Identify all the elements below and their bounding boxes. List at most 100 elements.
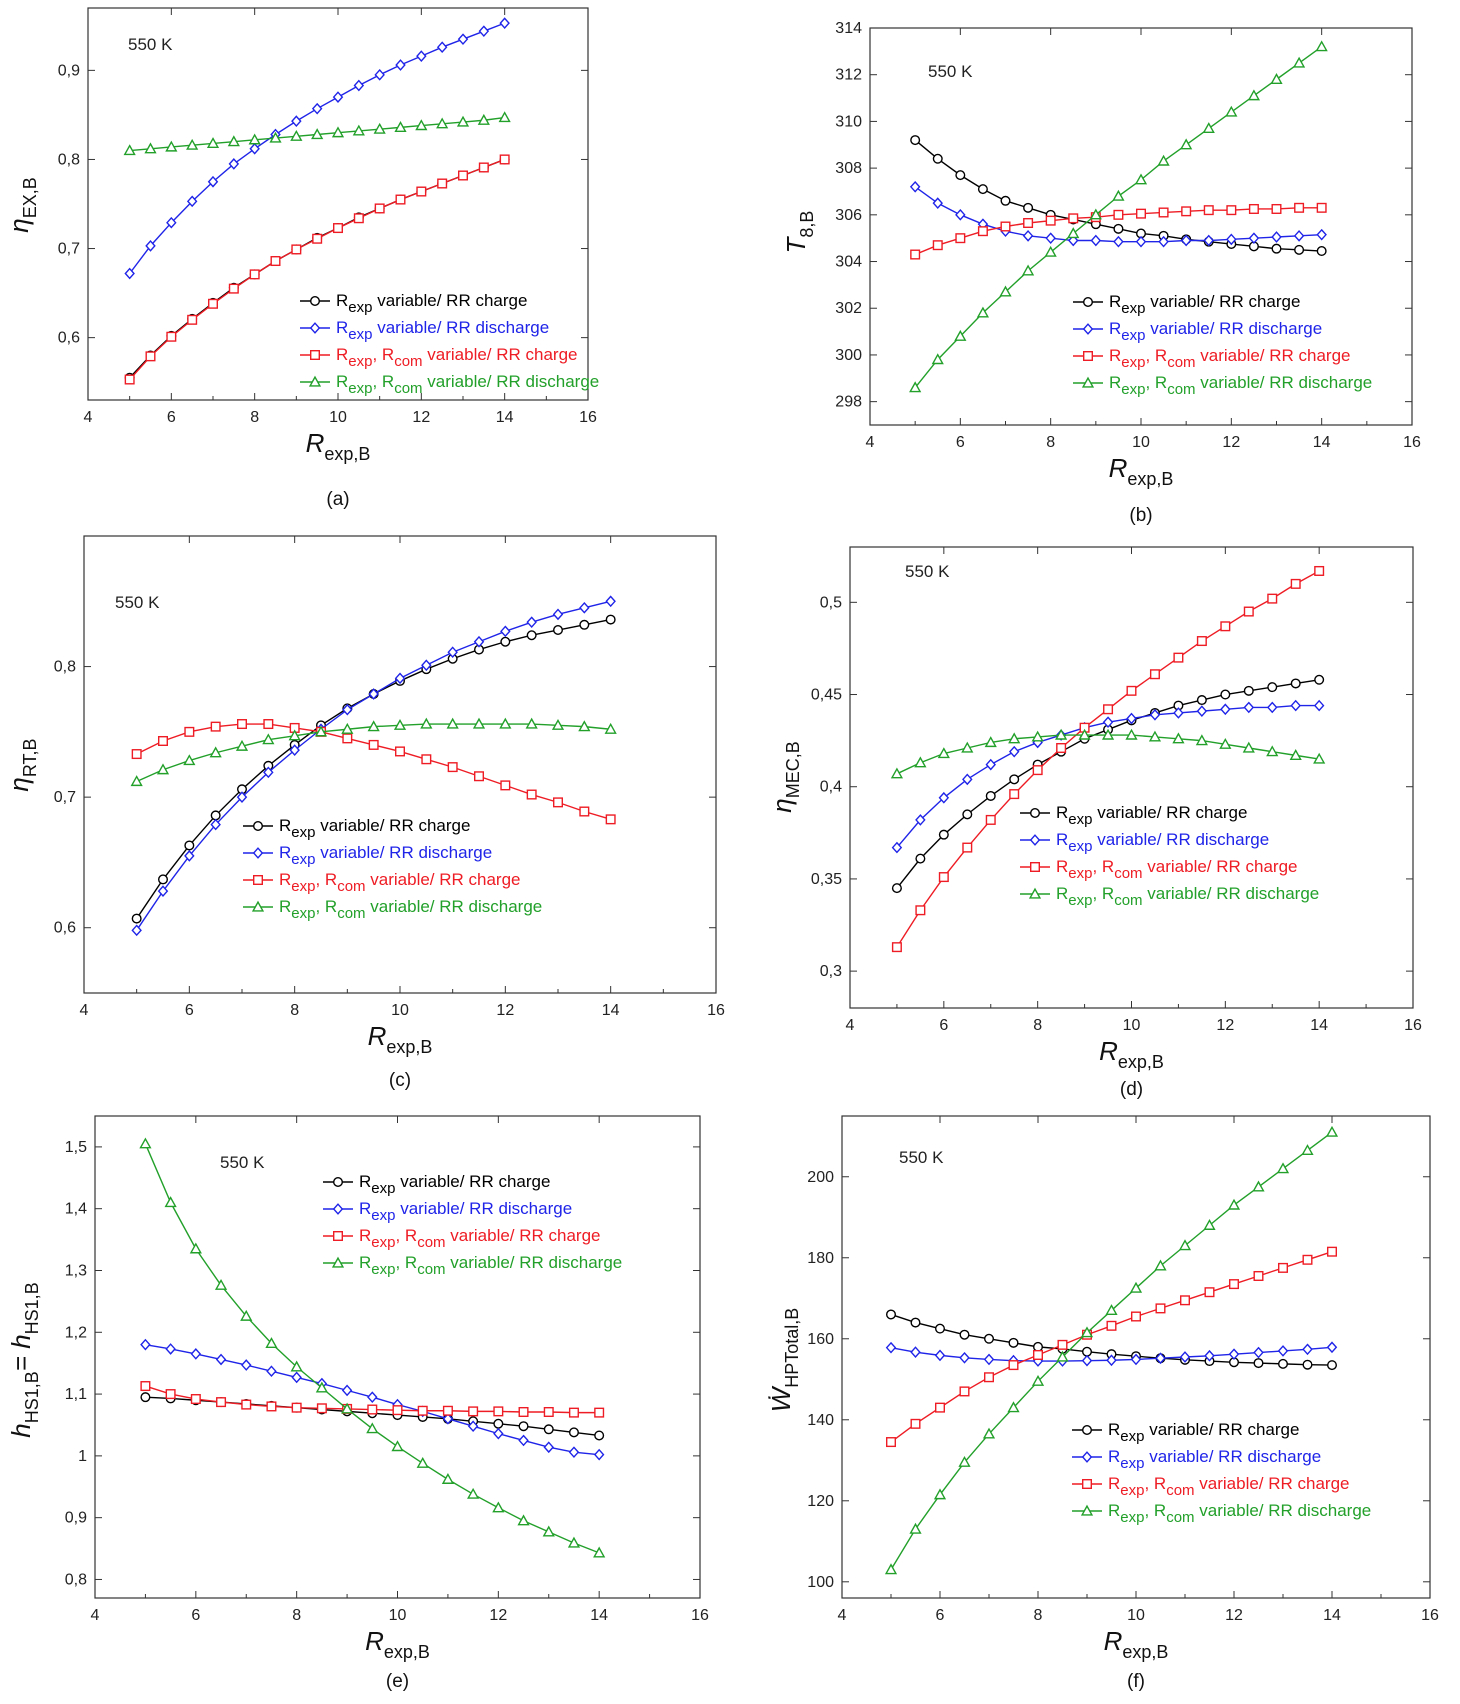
data-point [1008, 745, 1020, 758]
data-point [1302, 1254, 1313, 1265]
series-3 [123, 111, 511, 156]
legend-label: Rexp, Rcom variable/ RR discharge [1056, 884, 1319, 909]
data-point [551, 718, 565, 730]
y-tick-label: 300 [835, 347, 862, 364]
data-point [1243, 606, 1254, 617]
data-point [166, 216, 177, 229]
x-tick-label: 4 [91, 1607, 100, 1624]
data-point [1125, 728, 1138, 740]
data-point [436, 41, 448, 54]
y-tick-label: 160 [807, 1331, 834, 1348]
legend-marker [309, 322, 321, 334]
data-point [1045, 215, 1056, 226]
data-point [340, 1402, 354, 1414]
series-line [896, 734, 1320, 775]
data-point [417, 1405, 428, 1416]
y-tick-label: 1,4 [65, 1201, 87, 1218]
y-tick-label: 0,9 [58, 62, 80, 79]
data-point [341, 1384, 353, 1397]
data-point [1178, 1239, 1192, 1251]
data-point [477, 113, 490, 125]
legend-marker [1081, 1478, 1092, 1489]
series-2 [131, 719, 616, 825]
data-point [914, 756, 927, 768]
data-point [164, 1196, 177, 1208]
data-point [594, 1430, 605, 1441]
data-point [1113, 223, 1124, 234]
data-point [1081, 1354, 1093, 1367]
data-point [543, 1424, 554, 1435]
data-point [1302, 1359, 1313, 1370]
legend-label: Rexp variable/ RR discharge [1109, 319, 1322, 344]
data-point [131, 749, 142, 760]
data-point [1008, 732, 1021, 744]
legend-marker [1082, 297, 1093, 308]
legend-label: Rexp, Rcom variable/ RR charge [1108, 1474, 1350, 1499]
y-axis-title: hHS1,B= hHS1,B [6, 1282, 42, 1437]
data-point [342, 733, 353, 744]
data-point [145, 351, 156, 362]
data-point [416, 186, 427, 197]
data-point [367, 1404, 378, 1415]
x-tick-label: 16 [1403, 434, 1421, 451]
x-tick-label: 6 [191, 1607, 200, 1624]
data-point [214, 1278, 228, 1290]
data-point [1105, 1304, 1118, 1316]
y-axis-title: T8,B [781, 211, 817, 254]
data-point [1326, 1246, 1337, 1257]
y-tick-label: 0,5 [820, 594, 842, 611]
legend-label: Rexp variable/ RR discharge [1108, 1447, 1321, 1472]
data-point [123, 144, 136, 156]
data-point [140, 1392, 151, 1403]
data-point [210, 818, 221, 831]
data-point [1172, 732, 1185, 744]
data-point [437, 178, 448, 189]
data-point [1009, 789, 1020, 800]
data-point [157, 885, 169, 898]
data-point [605, 814, 616, 825]
data-point [1113, 209, 1124, 220]
data-point [1243, 685, 1254, 696]
x-tick-label: 6 [956, 434, 965, 451]
data-point [891, 841, 903, 854]
data-point [235, 739, 249, 751]
data-point [1226, 205, 1237, 216]
data-point [493, 1418, 504, 1429]
data-point [145, 240, 156, 252]
data-point [207, 298, 218, 309]
legend-marker [1081, 376, 1095, 388]
data-point [1090, 234, 1102, 247]
x-tick-label: 14 [496, 409, 514, 426]
data-point [473, 635, 485, 648]
data-point [568, 1446, 580, 1459]
data-point [447, 762, 458, 773]
x-tick-label: 12 [1225, 1607, 1243, 1624]
data-point [190, 1348, 202, 1360]
x-tick-label: 8 [290, 1002, 299, 1019]
y-tick-label: 140 [807, 1412, 834, 1429]
data-point [190, 1394, 201, 1405]
y-tick-label: 1 [78, 1448, 87, 1465]
data-point [910, 1418, 921, 1429]
chart-panel-b: 4 6 8 10 12 14 16 298 300 302 304 306 308 310 312 314 55… [781, 20, 1421, 526]
legend-marker [1029, 834, 1041, 846]
legend-label: Rexp, Rcom variable/ RR discharge [279, 897, 542, 922]
data-point [909, 180, 921, 193]
data-point [553, 625, 564, 636]
data-point [1277, 1345, 1289, 1357]
data-point [1316, 202, 1327, 213]
data-point [1203, 234, 1214, 247]
legend-label: Rexp variable/ RR charge [1108, 1420, 1299, 1445]
data-point [352, 124, 365, 136]
data-point [374, 68, 385, 81]
data-point [1243, 701, 1255, 714]
data-point [1315, 40, 1328, 52]
legend-label: Rexp variable/ RR discharge [359, 1199, 572, 1224]
data-point [1158, 207, 1169, 218]
data-point [935, 1402, 946, 1413]
data-point [1154, 1259, 1167, 1271]
data-point [492, 1501, 505, 1513]
temperature-annotation: 550 K [899, 1148, 944, 1167]
